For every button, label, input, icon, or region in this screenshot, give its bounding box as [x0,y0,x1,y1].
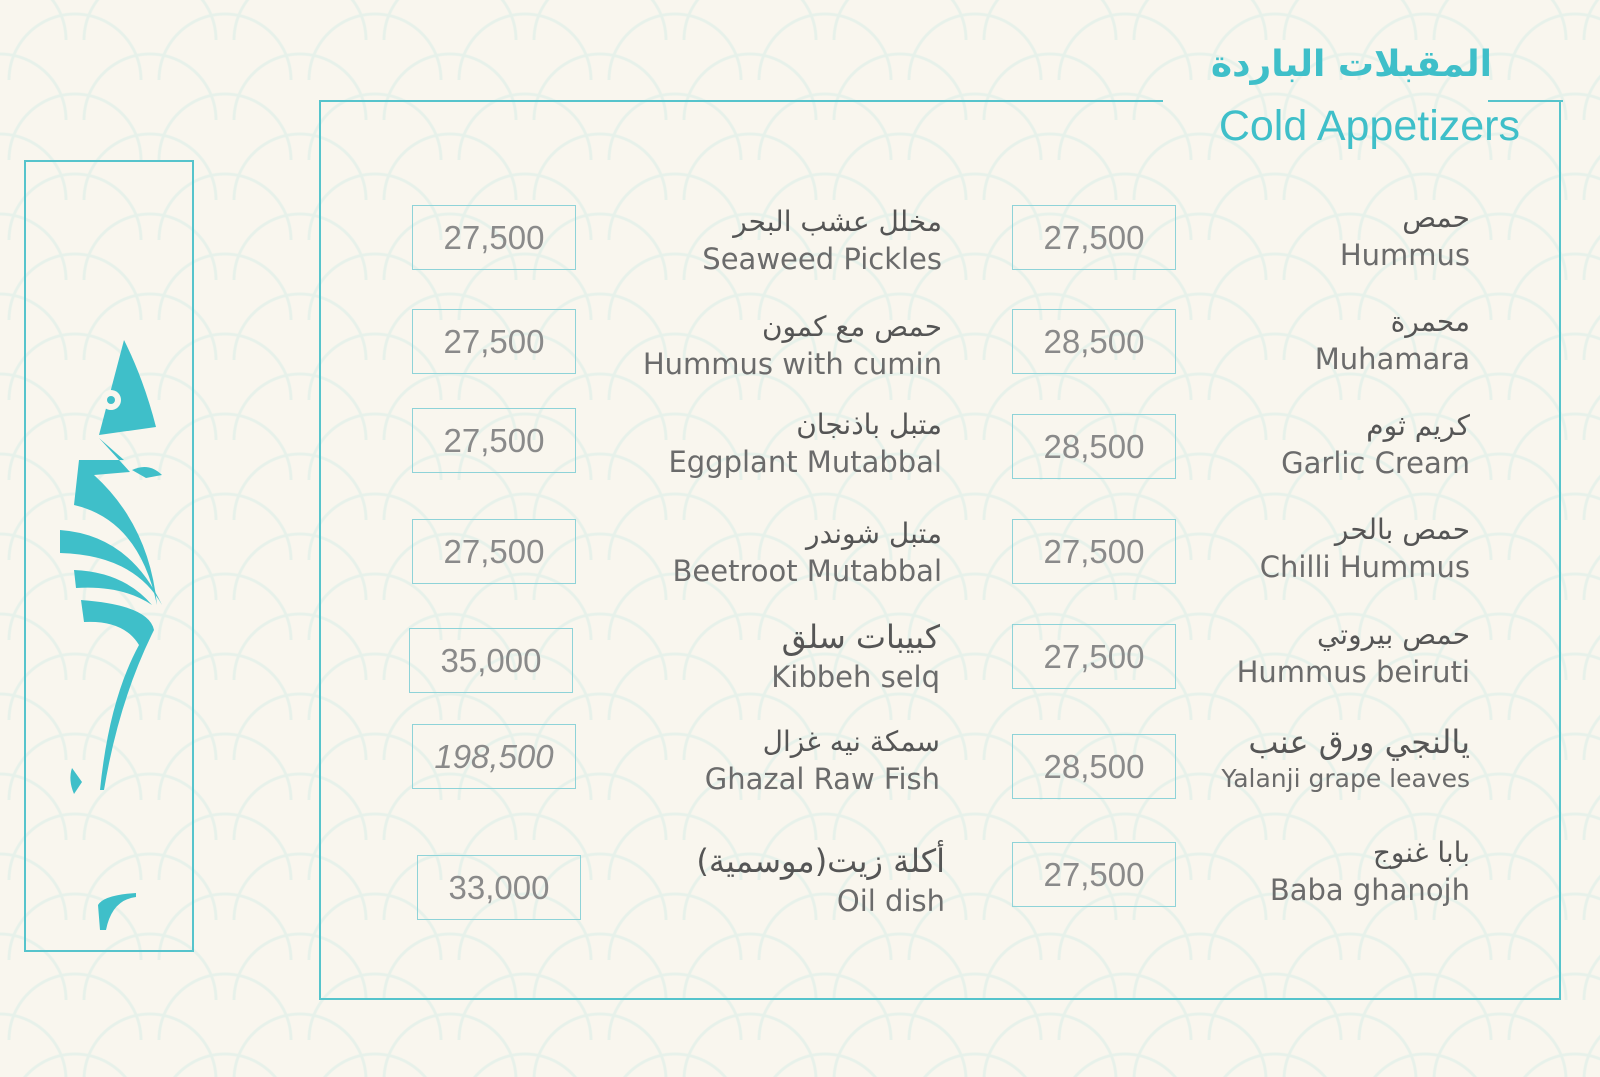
menu-item: حمص بالحر Chilli Hummus [1259,513,1470,584]
price-box: 198,500 [412,724,576,789]
price-box: 28,500 [1012,309,1176,374]
price-box: 28,500 [1012,414,1176,479]
price-box: 27,500 [1012,624,1176,689]
menu-item: حمص مع كمون Hummus with cumin [642,310,942,381]
fish-skeleton-logo-icon [60,340,162,930]
menu-item: مخلل عشب البحر Seaweed Pickles [702,205,942,276]
menu-item: حمص بيروتي Hummus beiruti [1236,618,1470,689]
menu-item: سمكة نيه غزال Ghazal Raw Fish [704,725,940,796]
menu-item: حمص Hummus [1339,201,1470,272]
menu-item: يالنجي ورق عنب Yalanji grape leaves [1221,723,1470,793]
menu-item: محمرة Muhamara [1314,305,1470,376]
menu-item: متبل باذنجان Eggplant Mutabbal [668,408,942,479]
menu-item: كبيبات سلق Kibbeh selq [771,618,940,694]
menu-item: متبل شوندر Beetroot Mutabbal [672,517,943,588]
price-box: 27,500 [412,205,576,270]
frame-top-line-right [1488,100,1563,102]
price-box: 27,500 [412,309,576,374]
menu-frame [319,100,1561,1000]
menu-item: أكلة زيت(موسمية) Oil dish [696,842,945,918]
price-box: 27,500 [1012,205,1176,270]
price-box: 27,500 [1012,519,1176,584]
section-title-arabic: المقبلات الباردة [1210,44,1492,85]
price-box: 27,500 [1012,842,1176,907]
menu-item: بابا غنوج Baba ghanojh [1269,836,1470,907]
frame-top-line-left [319,100,1163,102]
logo-panel [24,160,194,952]
price-box: 28,500 [1012,734,1176,799]
section-title-english: Cold Appetizers [1218,102,1520,150]
price-box: 35,000 [409,628,573,693]
price-box: 27,500 [412,519,576,584]
price-box: 27,500 [412,408,576,473]
price-box: 33,000 [417,855,581,920]
menu-item: كريم ثوم Garlic Cream [1281,409,1470,480]
